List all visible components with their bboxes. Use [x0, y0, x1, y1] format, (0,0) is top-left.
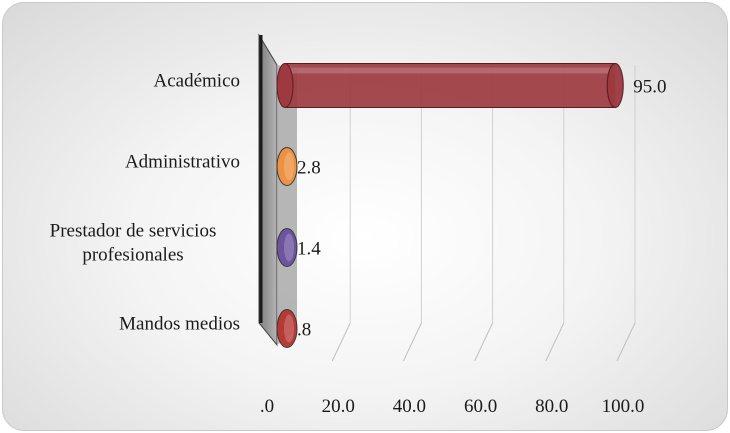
labels-group: .0 20.0 40.0 60.0 80.0 100.0 95.0 Académico 2.8 A…: [50, 71, 667, 418]
x-tick-label: 60.0: [464, 396, 497, 417]
value-label-administrativo: 2.8: [297, 158, 321, 179]
floor-gridline-1: [331, 322, 351, 362]
chart-walls: [258, 33, 297, 347]
category-label-administrativo: Administrativo: [125, 152, 240, 173]
bar-highlight: [284, 314, 294, 343]
x-tick-label: 80.0: [535, 396, 568, 417]
value-label-academico: 95.0: [633, 77, 666, 98]
bar-body: [276, 309, 298, 348]
x-tick-label: 40.0: [393, 396, 426, 417]
value-label-mandos-medios: .8: [297, 320, 311, 341]
bars-group: [276, 62, 624, 348]
bar-highlight: [284, 152, 294, 181]
category-label-academico: Académico: [153, 71, 240, 92]
floor-gridline-3: [474, 322, 494, 362]
bar-mandos-medios: [276, 309, 298, 348]
floor-gridline-4: [545, 322, 565, 362]
chart: .0 20.0 40.0 60.0 80.0 100.0 95.0 Académico 2.8 A…: [50, 33, 667, 418]
floor-gridline-5: [616, 322, 636, 362]
bar-body: [276, 147, 298, 186]
bar-prestador-de-servicios-profesionales: [276, 228, 298, 267]
side-wall-face: [277, 65, 297, 345]
floor-gridline-2: [402, 322, 422, 362]
value-label-prestador-de-servicios-profesionales: 1.4: [297, 239, 321, 260]
bar-highlight: [284, 233, 294, 262]
gridlines: [331, 65, 636, 362]
bar-body: [285, 63, 616, 108]
x-tick-label: 100.0: [602, 396, 645, 417]
category-label-prestador-de-servicios-profesionales: Prestador de servicios: [50, 221, 217, 242]
x-tick-label: 20.0: [322, 396, 355, 417]
bar-body: [276, 228, 298, 267]
category-label-prestador-de-servicios-profesionales: profesionales: [82, 245, 183, 266]
bar-administrativo: [276, 147, 298, 186]
x-tick-label: .0: [260, 396, 274, 417]
bar-cap-right: [606, 62, 624, 109]
bar-highlight: [285, 67, 616, 74]
bar-cap-left: [276, 63, 294, 108]
category-label-mandos-medios: Mandos medios: [119, 314, 240, 335]
bar-academico: [276, 62, 624, 109]
